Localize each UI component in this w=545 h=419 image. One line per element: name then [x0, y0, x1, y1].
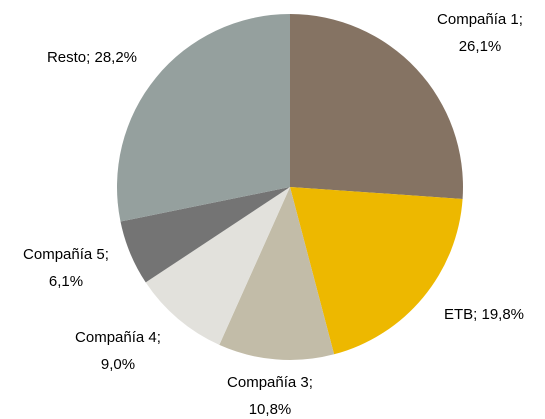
- label-line: Compañía 5;: [23, 246, 109, 263]
- slice-label: Resto; 28,2%: [47, 49, 137, 66]
- pie-slice: [290, 14, 463, 199]
- label-line: 6,1%: [49, 273, 83, 290]
- label-line: Compañía 1;: [437, 11, 523, 28]
- slice-label: Compañía 1; 26,1%: [437, 11, 523, 55]
- pie-slice: [290, 187, 463, 355]
- slice-label: Compañía 4; 9,0%: [75, 329, 161, 373]
- slice-label: Compañía 5; 6,1%: [23, 246, 109, 290]
- slice-label: Compañía 3; 10,8%: [227, 374, 313, 418]
- label-line: 26,1%: [459, 38, 502, 55]
- label-line: 9,0%: [101, 356, 135, 373]
- pie-slice: [117, 14, 290, 222]
- label-line: 10,8%: [249, 401, 292, 418]
- slice-label: ETB; 19,8%: [444, 306, 524, 323]
- pie-slice: [120, 187, 290, 283]
- pie-slice: [219, 187, 335, 360]
- label-line: Compañía 3;: [227, 374, 313, 391]
- label-line: ETB; 19,8%: [444, 306, 524, 323]
- pie-slice: [145, 187, 290, 345]
- label-line: Compañía 4;: [75, 329, 161, 346]
- label-line: Resto; 28,2%: [47, 49, 137, 66]
